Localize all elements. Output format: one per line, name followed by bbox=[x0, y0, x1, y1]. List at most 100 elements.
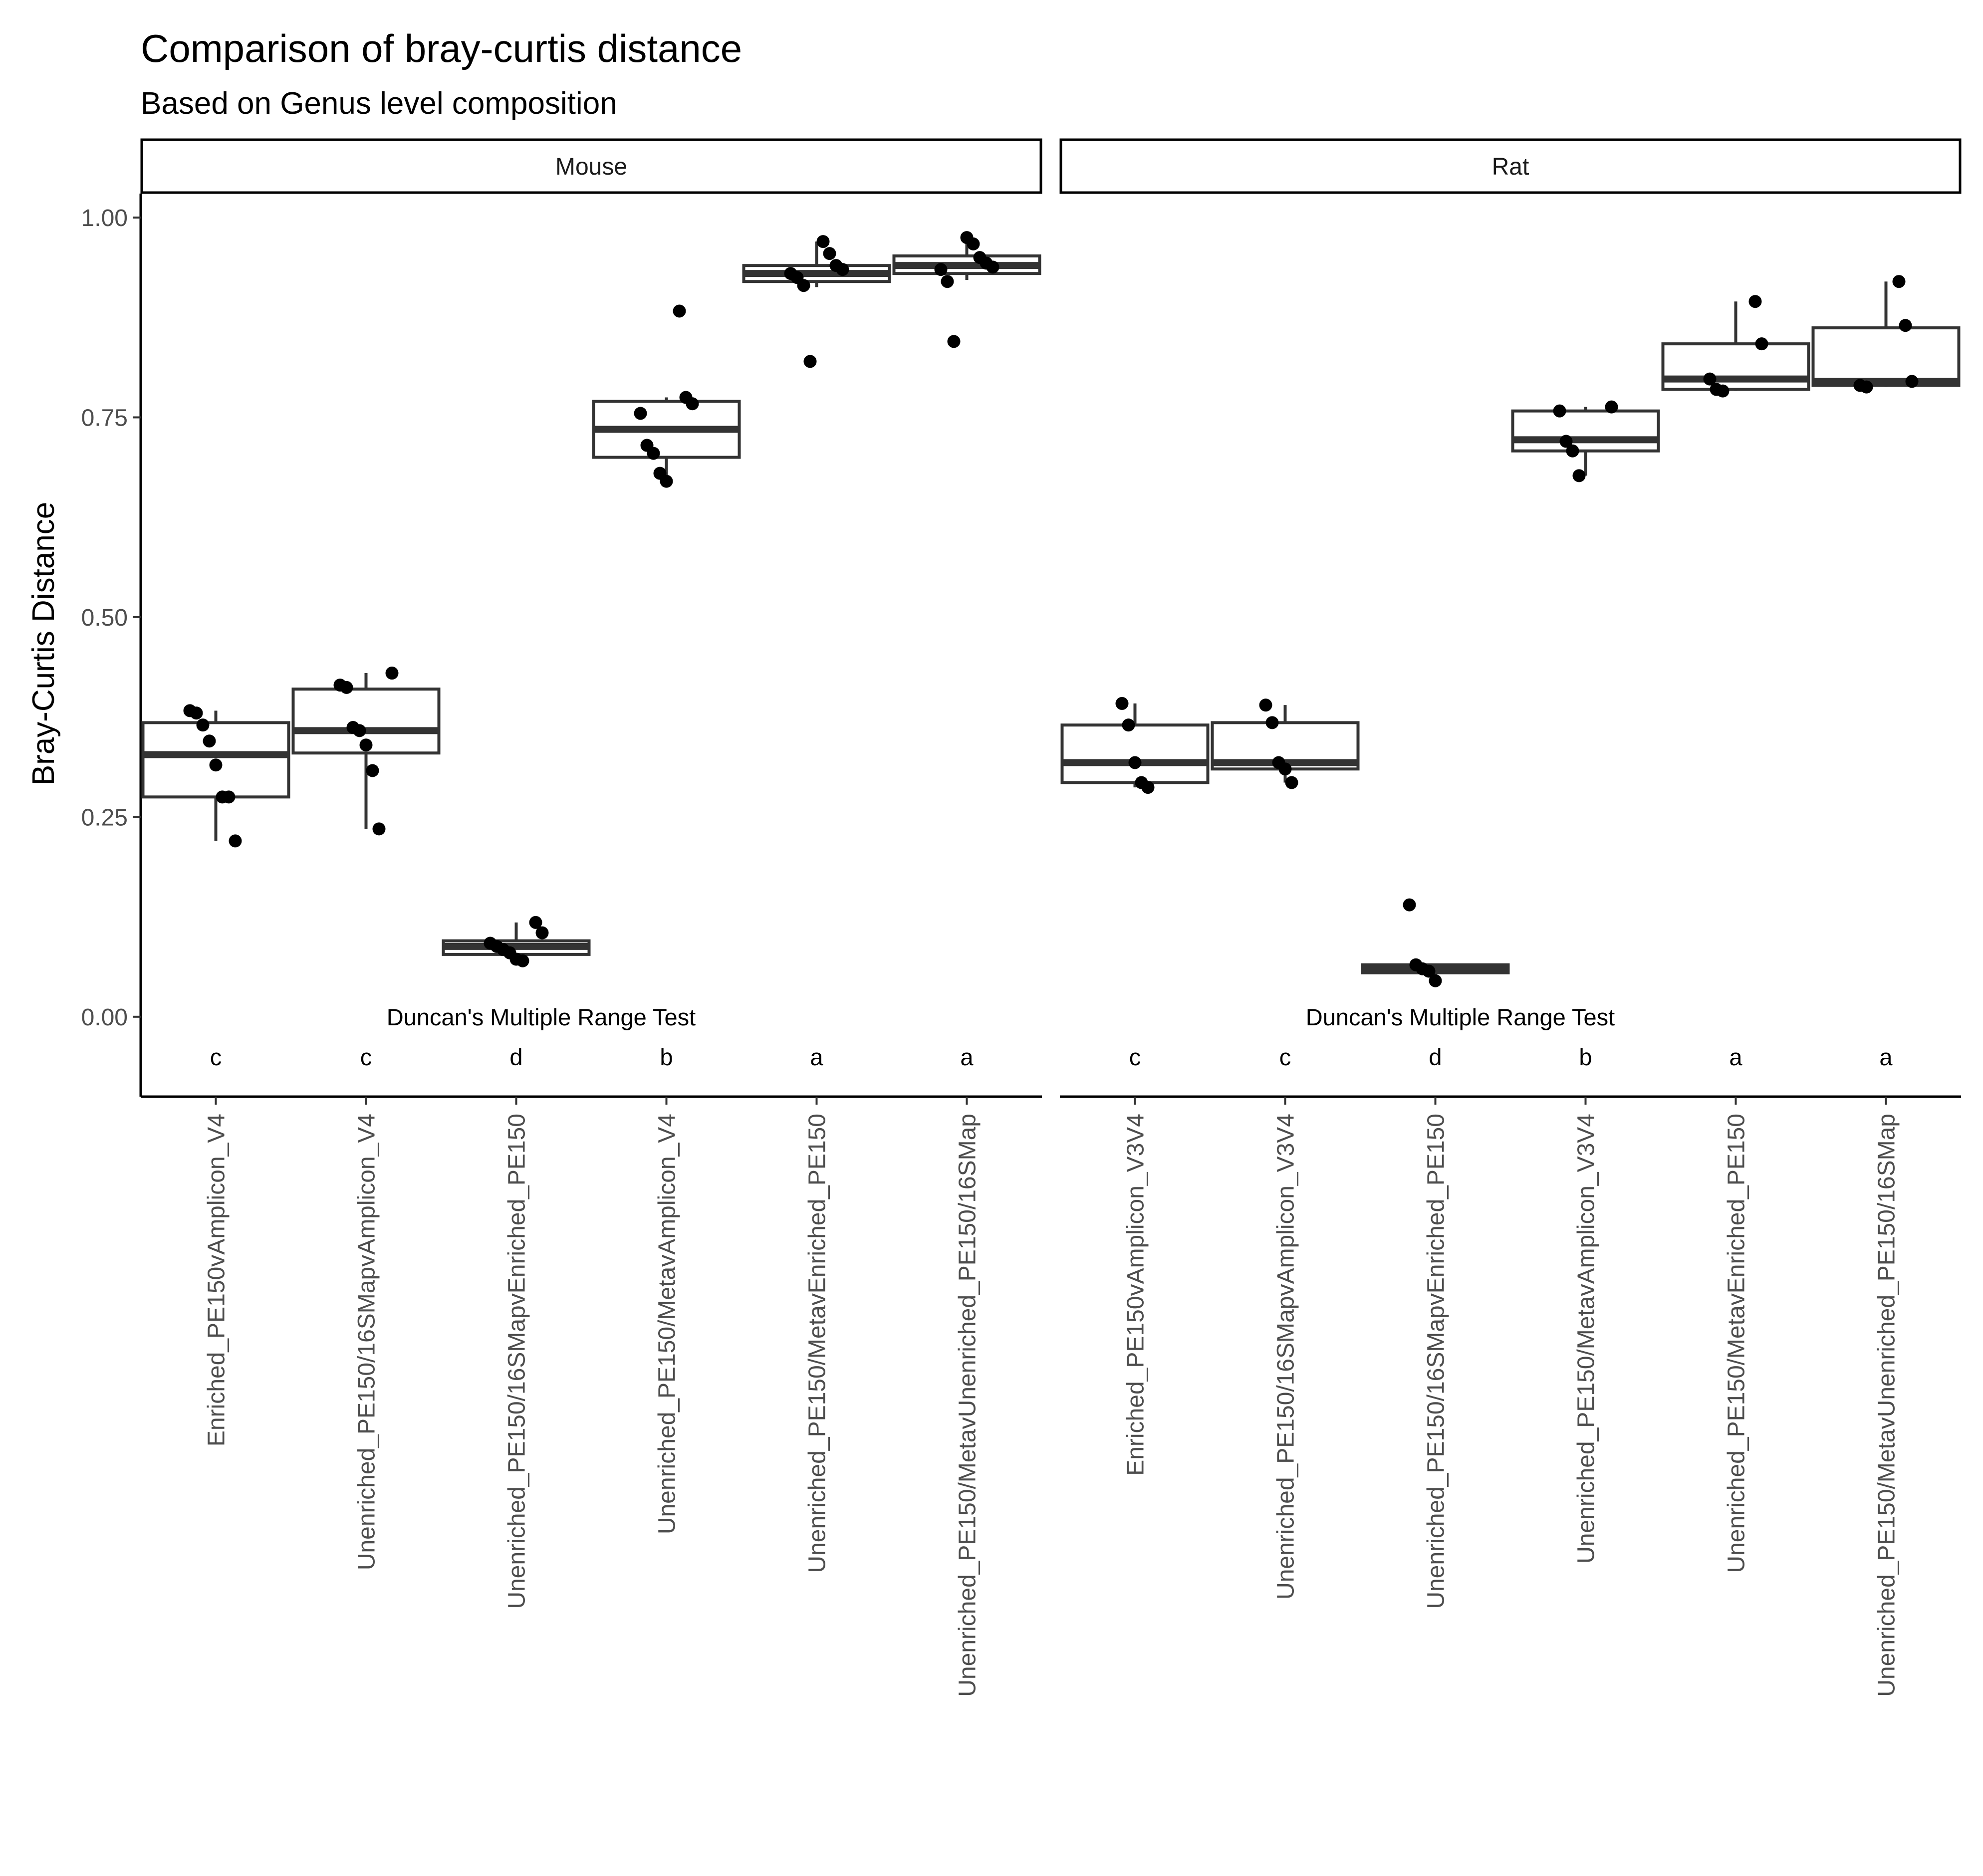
box-group bbox=[592, 304, 741, 488]
data-point bbox=[1703, 372, 1717, 386]
y-axis-title: Bray-Curtis Distance bbox=[26, 502, 61, 785]
facet-mouse: Mouse Duncan's Multiple Range Test c Enrich… bbox=[140, 138, 1042, 1697]
data-point bbox=[941, 275, 954, 288]
data-point bbox=[1905, 375, 1919, 388]
data-point bbox=[1899, 319, 1912, 332]
x-tick-label: Unenriched_PE150/MetavAmplicon_V3V4 bbox=[1573, 1114, 1600, 1564]
data-point bbox=[1429, 974, 1442, 987]
data-point bbox=[1605, 400, 1618, 414]
box-group bbox=[291, 667, 441, 836]
data-point bbox=[1141, 781, 1155, 794]
data-point bbox=[366, 764, 379, 777]
box-group bbox=[442, 916, 591, 967]
x-tick-label: Enriched_PE150vAmplicon_V4 bbox=[204, 1114, 230, 1446]
data-point bbox=[209, 758, 223, 772]
x-tick-label: Unenriched_PE150/MetavUnenriched_PE150/1… bbox=[955, 1114, 981, 1697]
significance-letter: a bbox=[1879, 1044, 1893, 1070]
significance-letter: b bbox=[660, 1044, 673, 1070]
data-point bbox=[229, 834, 242, 848]
chart-subtitle: Based on Genus level composition bbox=[141, 86, 617, 121]
data-point bbox=[1403, 898, 1416, 912]
x-tick-label: Unenriched_PE150/16SMapvEnriched_PE150 bbox=[504, 1114, 530, 1609]
data-point bbox=[1115, 697, 1129, 710]
data-point bbox=[967, 237, 980, 250]
data-point bbox=[516, 954, 529, 967]
y-tick-label: 1.00 bbox=[81, 205, 128, 232]
significance-letter: a bbox=[960, 1044, 974, 1070]
data-point bbox=[1122, 718, 1135, 732]
x-tick-label: Unenriched_PE150/MetavUnenriched_PE150/1… bbox=[1874, 1114, 1900, 1697]
data-point bbox=[1892, 275, 1906, 288]
data-point bbox=[1265, 716, 1279, 729]
data-point bbox=[340, 681, 353, 694]
x-tick-label: Unenriched_PE150/16SMapvEnriched_PE150 bbox=[1423, 1114, 1450, 1609]
y-axis: 0.00 0.25 0.50 0.75 1.00 bbox=[81, 194, 142, 1097]
data-point bbox=[222, 790, 236, 804]
box-group bbox=[1811, 275, 1961, 394]
box-group bbox=[1661, 295, 1810, 398]
data-point bbox=[1755, 337, 1768, 351]
box-group bbox=[141, 704, 290, 848]
data-point bbox=[535, 926, 549, 939]
y-tick-label: 0.25 bbox=[81, 804, 128, 831]
significance-letter: c bbox=[210, 1044, 222, 1070]
box-group bbox=[892, 231, 1041, 348]
x-tick-label: Enriched_PE150vAmplicon_V3V4 bbox=[1123, 1114, 1149, 1476]
data-point bbox=[1128, 756, 1142, 769]
data-point bbox=[1422, 964, 1436, 978]
duncan-annotation: Duncan's Multiple Range Test bbox=[1306, 1004, 1615, 1030]
data-point bbox=[196, 718, 210, 732]
data-point bbox=[673, 304, 686, 318]
data-point bbox=[1566, 444, 1579, 458]
box-body bbox=[1060, 723, 1210, 784]
facet-strip-label: Mouse bbox=[555, 154, 627, 180]
data-point bbox=[660, 474, 673, 488]
data-point bbox=[686, 397, 699, 411]
y-tick-label: 0.00 bbox=[81, 1004, 128, 1031]
data-point bbox=[823, 247, 836, 260]
box-body bbox=[1811, 326, 1961, 387]
facet-strip-label: Rat bbox=[1492, 154, 1529, 180]
significance-letter: a bbox=[810, 1044, 823, 1070]
y-tick-label: 0.75 bbox=[81, 405, 128, 431]
x-tick-label: Unenriched_PE150/MetavEnriched_PE150 bbox=[804, 1114, 831, 1573]
data-point bbox=[372, 822, 386, 836]
data-point bbox=[1285, 776, 1298, 789]
data-point bbox=[1572, 469, 1586, 482]
duncan-annotation: Duncan's Multiple Range Test bbox=[387, 1004, 696, 1030]
data-point bbox=[190, 706, 203, 720]
data-point bbox=[647, 447, 660, 460]
data-point bbox=[797, 279, 810, 292]
box-body bbox=[1661, 342, 1810, 391]
data-point bbox=[1748, 295, 1762, 308]
x-tick-label: Unenriched_PE150/MetavAmplicon_V4 bbox=[654, 1114, 681, 1534]
box-group bbox=[1361, 898, 1510, 987]
data-point bbox=[203, 734, 216, 748]
box-group bbox=[1511, 400, 1660, 482]
data-point bbox=[1553, 404, 1566, 418]
data-point bbox=[1278, 762, 1292, 776]
data-point bbox=[934, 263, 948, 276]
significance-letter: c bbox=[1129, 1044, 1141, 1070]
significance-letter: d bbox=[509, 1044, 522, 1070]
data-point bbox=[1559, 435, 1573, 448]
chart-title: Comparison of bray-curtis distance bbox=[141, 26, 742, 70]
box-body bbox=[1511, 409, 1660, 453]
significance-letter: c bbox=[360, 1044, 372, 1070]
y-tick-label: 0.50 bbox=[81, 605, 128, 631]
x-tick-label: Unenriched_PE150/16SMapvAmplicon_V3V4 bbox=[1273, 1114, 1299, 1600]
facet-strip bbox=[1059, 138, 1962, 194]
significance-letter: c bbox=[1279, 1044, 1291, 1070]
data-point bbox=[353, 724, 366, 737]
box-group bbox=[1060, 697, 1210, 794]
x-tick-label: Unenriched_PE150/MetavEnriched_PE150 bbox=[1724, 1114, 1750, 1573]
data-point bbox=[359, 738, 373, 752]
data-point bbox=[1860, 380, 1873, 394]
data-point bbox=[1716, 384, 1730, 398]
data-point bbox=[947, 335, 961, 348]
x-tick-label: Unenriched_PE150/16SMapvAmplicon_V4 bbox=[354, 1114, 380, 1570]
data-point bbox=[634, 407, 647, 420]
data-point bbox=[385, 667, 399, 680]
